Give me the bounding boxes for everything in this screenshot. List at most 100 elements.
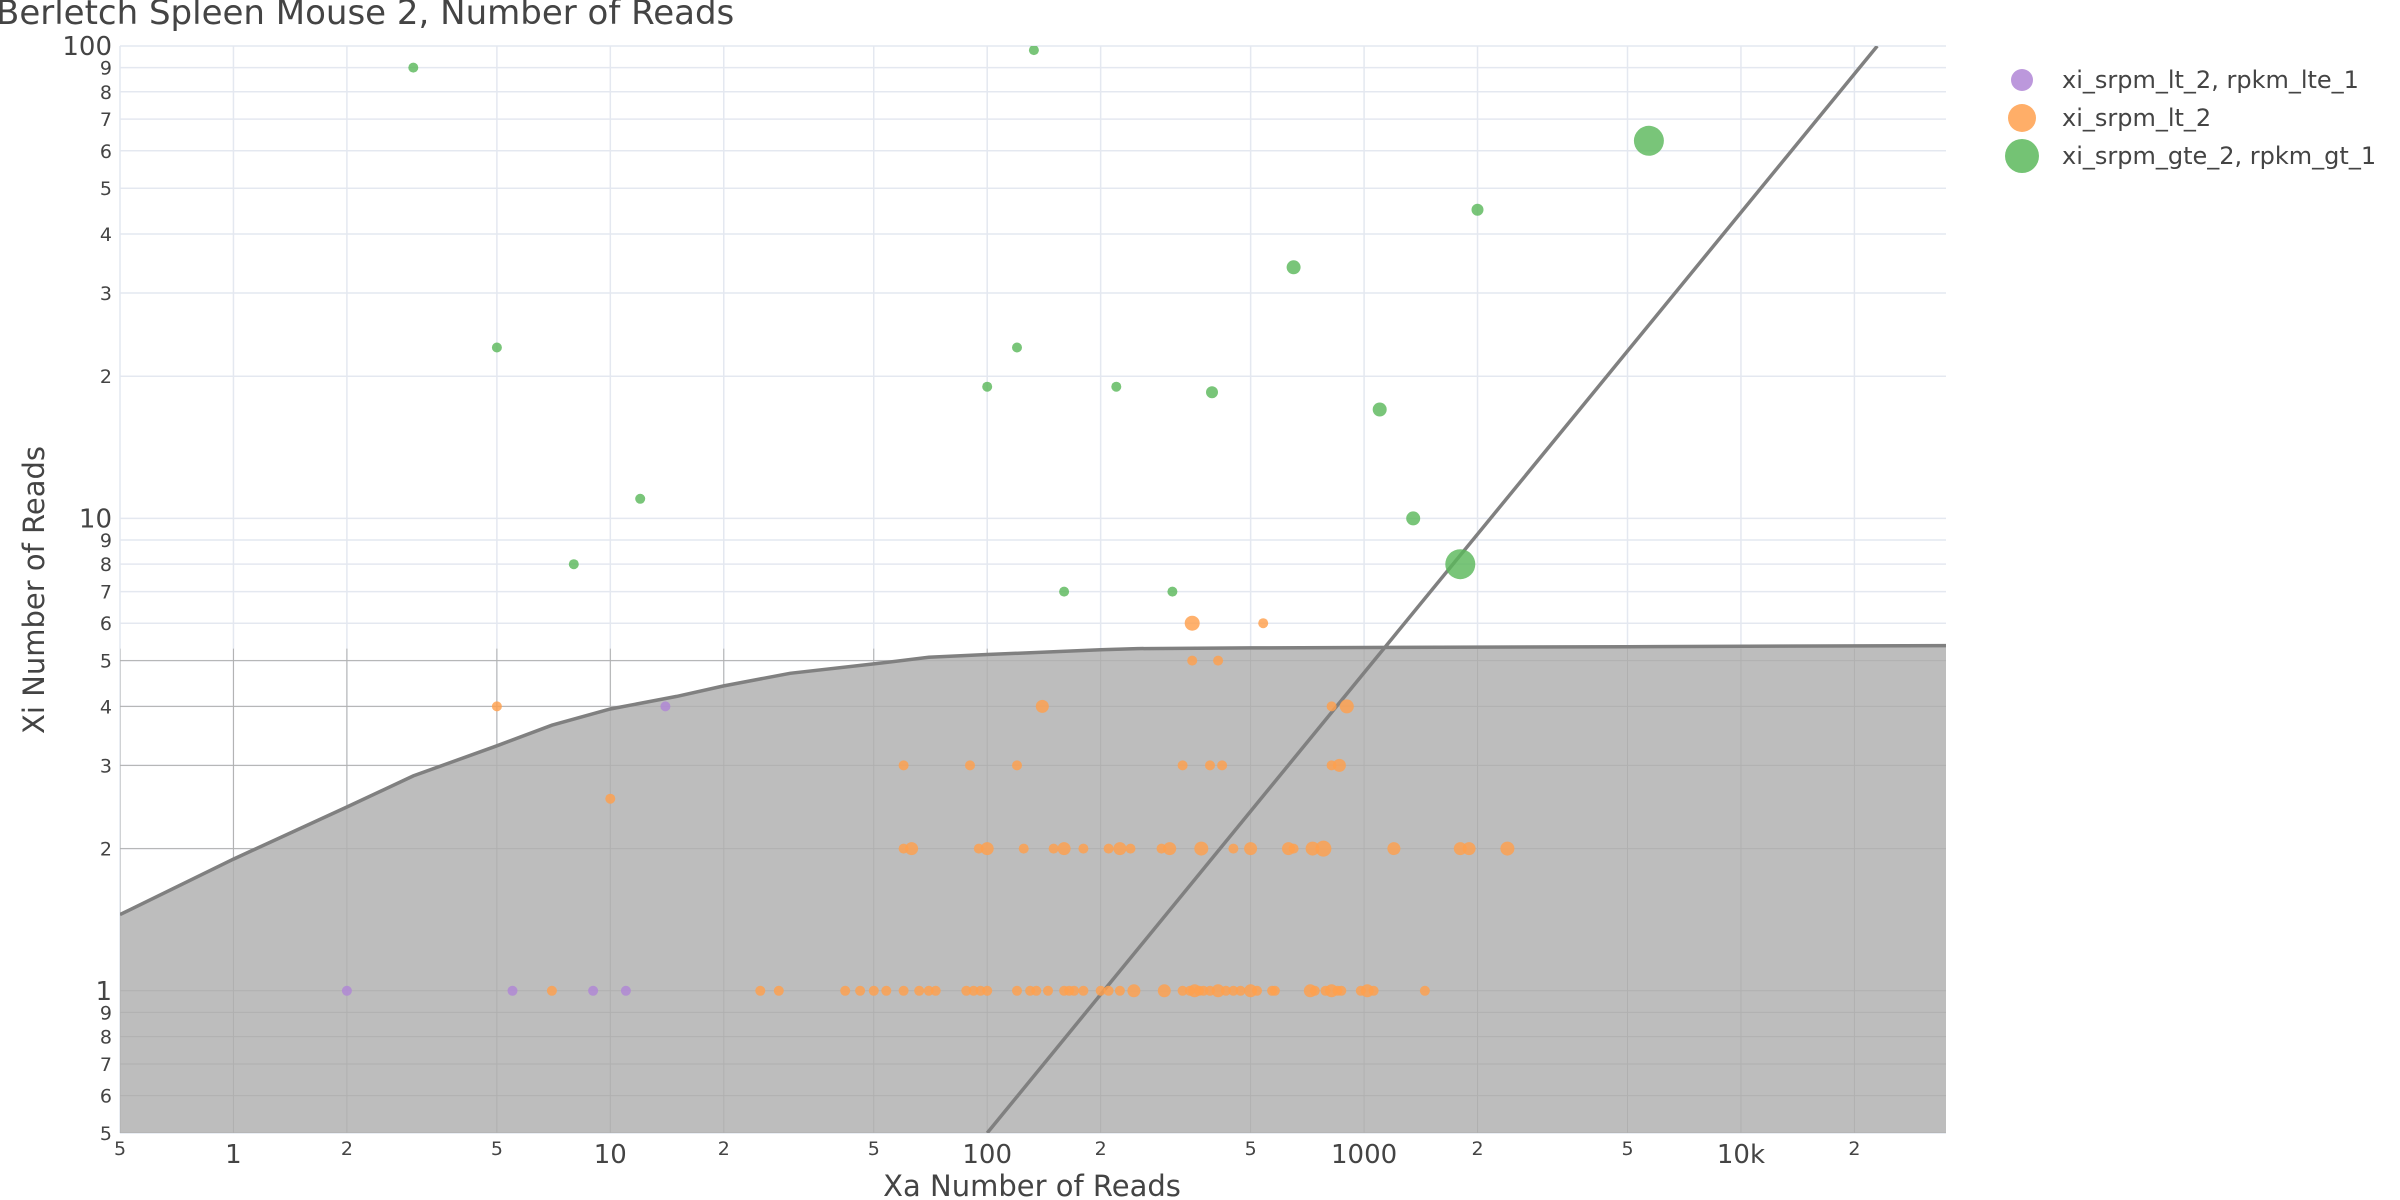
- x-minor-tick-label: 2: [1848, 1138, 1860, 1160]
- data-point: [1103, 985, 1114, 996]
- data-point: [507, 985, 518, 996]
- data-point: [1057, 842, 1071, 856]
- data-point: [1258, 618, 1269, 629]
- legend-marker: [2008, 104, 2036, 132]
- data-point: [1633, 125, 1664, 156]
- data-point: [1406, 511, 1421, 526]
- data-point: [1368, 985, 1379, 996]
- y-minor-tick-label: 8: [100, 1027, 112, 1049]
- y-minor-tick-label: 5: [100, 178, 112, 200]
- y-minor-tick-label: 8: [100, 82, 112, 104]
- data-point: [1419, 985, 1430, 996]
- data-point: [1309, 985, 1320, 996]
- data-point: [1228, 985, 1239, 996]
- data-point: [1445, 549, 1476, 580]
- data-point: [982, 381, 993, 392]
- x-minor-tick-label: 5: [868, 1138, 880, 1160]
- x-minor-tick-label: 5: [1621, 1138, 1633, 1160]
- y-tick-label: 100: [62, 32, 112, 62]
- x-minor-tick-label: 5: [1245, 1138, 1257, 1160]
- data-point: [1372, 402, 1387, 417]
- data-point: [773, 985, 784, 996]
- data-point: [1125, 843, 1136, 854]
- data-point: [605, 793, 616, 804]
- data-point: [1315, 840, 1332, 857]
- data-point: [1012, 985, 1022, 996]
- legend[interactable]: xi_srpm_lt_2, rpkm_lte_1 xi_srpm_lt_2 xi_s…: [2005, 66, 2376, 173]
- data-point: [1211, 984, 1225, 998]
- data-point: [1059, 586, 1070, 597]
- data-point: [1235, 985, 1246, 996]
- y-axis-title: Xi Number of Reads: [17, 446, 51, 734]
- data-point: [961, 985, 972, 996]
- data-point: [982, 985, 993, 996]
- data-point: [1114, 985, 1125, 996]
- y-minor-tick-label: 8: [100, 554, 112, 576]
- legend-label: xi_srpm_gte_2, rpkm_gt_1: [2062, 142, 2376, 170]
- data-point: [1286, 260, 1301, 275]
- x-tick-label: 10k: [1717, 1140, 1765, 1170]
- data-point: [1177, 760, 1188, 771]
- data-point: [1220, 985, 1231, 996]
- data-point: [1471, 203, 1484, 216]
- data-point: [1326, 701, 1337, 712]
- series-1: [341, 701, 671, 996]
- data-point: [923, 985, 934, 996]
- plot-area: [119, 45, 1946, 1134]
- data-point: [1332, 758, 1346, 772]
- chart-title: Berletch Spleen Mouse 2, Number of Reads: [0, 0, 734, 33]
- data-point: [1095, 985, 1106, 996]
- x-minor-tick-label: 5: [491, 1138, 503, 1160]
- data-point: [660, 701, 671, 712]
- legend-item-3[interactable]: xi_srpm_gte_2, rpkm_gt_1: [2005, 139, 2376, 173]
- data-point: [1157, 984, 1171, 998]
- shaded-gridlines: [120, 648, 1946, 1133]
- data-point: [1035, 699, 1049, 713]
- y-minor-tick-label: 7: [100, 582, 112, 604]
- legend-item-2[interactable]: xi_srpm_lt_2: [2008, 104, 2211, 132]
- x-minor-tick-label: 2: [718, 1138, 730, 1160]
- data-point: [1339, 699, 1354, 714]
- data-point: [588, 985, 599, 996]
- y-minor-tick-label: 9: [100, 530, 112, 552]
- data-point: [620, 985, 631, 996]
- y-tick-label: 1: [95, 977, 112, 1007]
- legend-label: xi_srpm_lt_2: [2062, 104, 2211, 132]
- data-point: [1206, 386, 1218, 399]
- data-point: [914, 985, 925, 996]
- data-point: [546, 985, 557, 996]
- data-point: [1205, 760, 1215, 771]
- y-minor-tick-label: 6: [100, 141, 112, 163]
- data-point: [1244, 842, 1258, 856]
- data-point: [1103, 843, 1114, 854]
- threshold-curve: [120, 643, 1946, 917]
- y-minor-tick-label: 7: [100, 109, 112, 131]
- data-point: [968, 985, 979, 996]
- data-point: [1012, 760, 1022, 771]
- data-point: [1113, 842, 1127, 856]
- x-tick-label: 1: [225, 1140, 242, 1170]
- y-tick-label: 10: [79, 504, 112, 534]
- y-minor-tick-label: 4: [100, 224, 112, 246]
- x-tick-label: 1000: [1331, 1140, 1397, 1170]
- y-minor-tick-label: 6: [100, 1086, 112, 1108]
- data-point: [1163, 842, 1177, 856]
- y-minor-tick-label: 5: [100, 651, 112, 673]
- legend-item-1[interactable]: xi_srpm_lt_2, rpkm_lte_1: [2011, 66, 2359, 94]
- y-minor-tick-label: 3: [100, 283, 112, 305]
- data-point: [1177, 985, 1188, 996]
- x-minor-tick-label: 2: [341, 1138, 353, 1160]
- y-minor-tick-label: 2: [100, 366, 112, 388]
- data-point: [980, 842, 994, 856]
- data-point: [341, 985, 352, 996]
- clipped-plot: [120, 46, 1946, 1133]
- data-point: [1288, 843, 1299, 854]
- y-minor-tick-label: 9: [100, 58, 112, 80]
- data-point: [1028, 46, 1039, 56]
- data-point: [1336, 985, 1347, 996]
- legend-marker: [2011, 69, 2033, 91]
- data-point: [1012, 342, 1022, 353]
- x-tick-label: 10: [594, 1140, 627, 1170]
- data-point: [1167, 586, 1178, 597]
